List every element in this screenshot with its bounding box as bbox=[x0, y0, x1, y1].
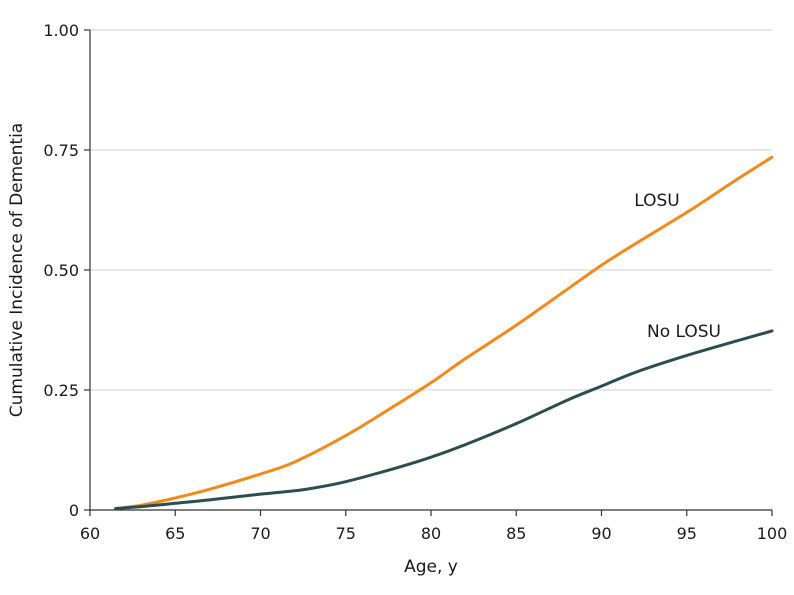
gridlines bbox=[90, 29, 772, 391]
x-tick-label-2: 70 bbox=[250, 524, 270, 543]
series-line-no-losu bbox=[114, 329, 774, 511]
series-lines bbox=[114, 155, 774, 511]
y-tick-label-0: 0 bbox=[69, 501, 79, 520]
x-tick-label-8: 100 bbox=[757, 524, 788, 543]
series-line-losu bbox=[114, 155, 774, 511]
x-tick-label-7: 95 bbox=[677, 524, 697, 543]
y-tick-label-3: 0.75 bbox=[43, 141, 79, 160]
x-tick-label-4: 80 bbox=[421, 524, 441, 543]
x-tick-label-1: 65 bbox=[165, 524, 185, 543]
series-label-losu: LOSU bbox=[634, 191, 679, 211]
x-axis-title: Age, y bbox=[404, 557, 458, 577]
axes: 0 0.25 0.50 0.75 1.00 60 65 70 75 80 85 90 95 100 bbox=[43, 21, 787, 543]
series-labels: LOSU No LOSU bbox=[634, 191, 721, 342]
x-tick-label-0: 60 bbox=[80, 524, 100, 543]
series-label-no-losu: No LOSU bbox=[647, 322, 721, 342]
y-tick-label-1: 0.25 bbox=[43, 381, 79, 400]
y-tick-label-4: 1.00 bbox=[43, 21, 79, 40]
x-tick-label-6: 90 bbox=[591, 524, 611, 543]
y-axis-title: Cumulative Incidence of Dementia bbox=[7, 123, 27, 417]
x-tick-label-3: 75 bbox=[336, 524, 356, 543]
y-tick-label-2: 0.50 bbox=[43, 261, 79, 280]
x-tick-label-5: 85 bbox=[506, 524, 526, 543]
